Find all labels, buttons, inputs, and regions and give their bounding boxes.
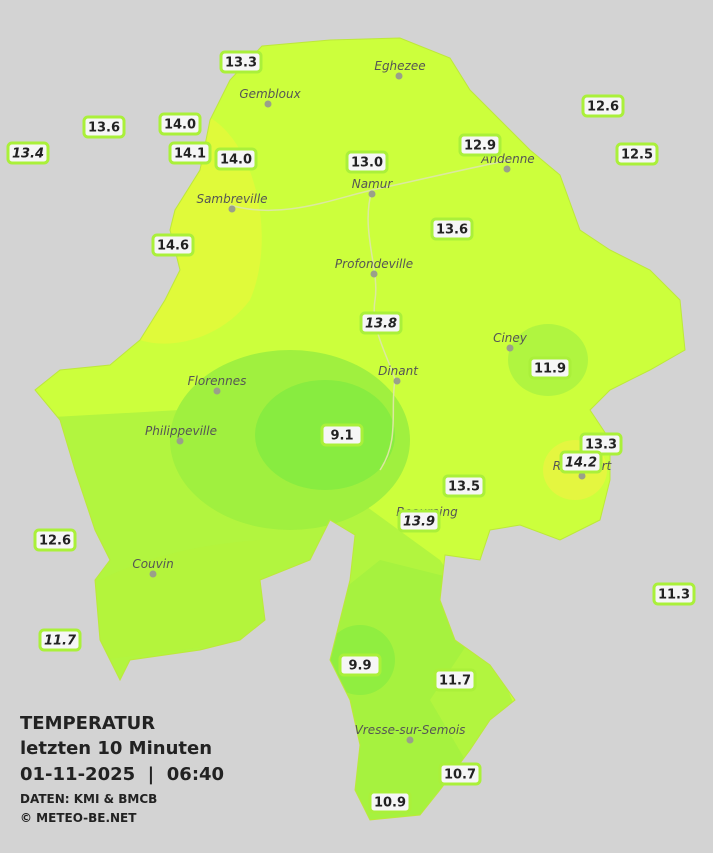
city-dot xyxy=(370,270,378,278)
station-box xyxy=(214,147,258,171)
city-dot xyxy=(264,100,272,108)
station-value: 13.6 xyxy=(436,223,468,238)
station-box xyxy=(442,474,486,498)
station-box xyxy=(458,133,502,157)
station-value: 12.9 xyxy=(464,139,496,154)
station-box xyxy=(219,50,263,74)
station-box xyxy=(82,115,126,139)
station-box xyxy=(359,311,403,335)
legend-source: DATEN: KMI & BMCB xyxy=(20,792,157,806)
station-value: 13.6 xyxy=(88,121,120,136)
station-value: 10.7 xyxy=(444,768,476,783)
station-value: 9.1 xyxy=(330,429,353,444)
station-box xyxy=(433,668,477,692)
legend-period: letzten 10 Minuten xyxy=(20,738,212,759)
city-dot xyxy=(395,72,403,80)
legend-copyright: © METEO-BE.NET xyxy=(20,811,137,825)
station-value: 11.7 xyxy=(44,634,77,649)
city-dot xyxy=(406,736,414,744)
station-box xyxy=(652,582,696,606)
city-label: Ciney xyxy=(493,331,528,345)
city-label: Philippeville xyxy=(145,424,217,438)
station-box xyxy=(368,790,412,814)
legend-timestamp: 01-11-2025 | 06:40 xyxy=(20,764,224,785)
city-dot xyxy=(578,472,586,480)
station-value: 12.6 xyxy=(39,534,71,549)
station-value: 14.0 xyxy=(164,118,196,133)
station-value: 14.6 xyxy=(157,239,189,254)
station-value: 12.5 xyxy=(621,148,653,163)
city-dot xyxy=(393,377,401,385)
station-value: 11.7 xyxy=(439,674,471,689)
city-label: Florennes xyxy=(188,374,247,388)
station-box xyxy=(615,142,659,166)
city-label: Couvin xyxy=(132,557,173,571)
city-label: Eghezee xyxy=(374,59,425,73)
city-label: Sambreville xyxy=(196,192,267,206)
station-box xyxy=(151,233,195,257)
city-label: Profondeville xyxy=(335,257,413,271)
city-dot xyxy=(368,190,376,198)
station-value: 13.8 xyxy=(365,317,397,332)
station-box xyxy=(559,450,603,474)
station-box xyxy=(33,528,77,552)
station-value: 13.3 xyxy=(225,56,257,71)
station-box xyxy=(528,356,572,380)
river xyxy=(229,159,511,471)
city-label: Namur xyxy=(352,177,394,191)
station-value: 14.2 xyxy=(565,456,597,471)
city-dot xyxy=(176,437,184,445)
station-value: 14.1 xyxy=(174,147,206,162)
station-box xyxy=(338,653,382,677)
city-dot xyxy=(149,570,157,578)
station-value: 13.4 xyxy=(12,147,44,162)
city-dot xyxy=(228,205,236,213)
station-box xyxy=(168,141,212,165)
station-value: 14.0 xyxy=(220,153,252,168)
station-value: 11.9 xyxy=(534,362,566,377)
station-box xyxy=(345,150,389,174)
city-label: Gembloux xyxy=(239,87,301,101)
station-value: 13.0 xyxy=(351,156,383,171)
city-label: Dinant xyxy=(378,364,419,378)
station-box xyxy=(430,217,474,241)
city-dot xyxy=(213,387,221,395)
station-value: 12.6 xyxy=(587,100,619,115)
city-dot xyxy=(506,344,514,352)
city-label: Vresse-sur-Semois xyxy=(355,723,466,737)
station-value: 13.5 xyxy=(448,480,480,495)
legend-title: TEMPERATUR xyxy=(20,713,155,734)
station-box xyxy=(6,141,50,165)
station-box xyxy=(158,112,202,136)
station-value: 9.9 xyxy=(348,659,371,674)
station-box xyxy=(397,509,441,533)
station-value: 10.9 xyxy=(374,796,406,811)
station-box xyxy=(38,628,82,652)
station-value: 11.3 xyxy=(658,588,690,603)
station-value: 13.3 xyxy=(585,438,617,453)
station-box xyxy=(581,94,625,118)
station-box xyxy=(438,762,482,786)
station-value: 13.9 xyxy=(403,515,435,530)
station-box xyxy=(320,423,364,447)
city-dot xyxy=(503,165,511,173)
